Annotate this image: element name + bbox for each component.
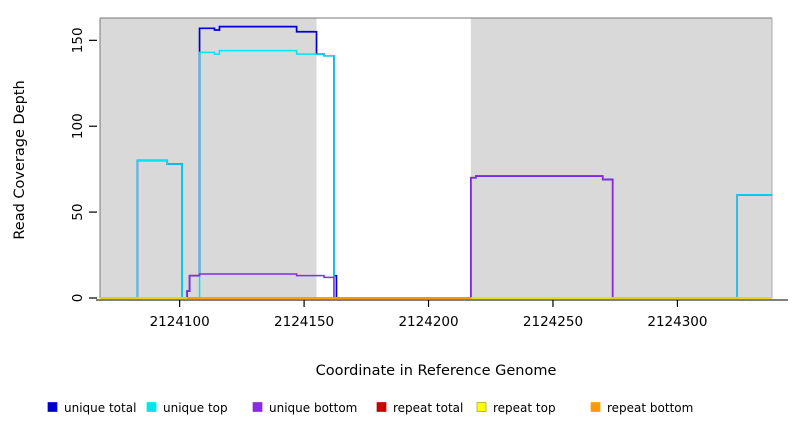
axes-frame [96, 17, 788, 301]
legend-label-repeat-top: repeat top [493, 401, 556, 415]
legend-swatch-unique-bottom [252, 402, 263, 412]
x-tick-label-0: 2124100 [150, 314, 210, 330]
legend-swatch-repeat-total [376, 402, 387, 412]
shaded-region-group [100, 18, 772, 298]
legend-swatch-unique-top [146, 402, 157, 412]
x-tick-label-4: 2124300 [647, 314, 707, 330]
y-axis-ticks: 0 50 100 150 [70, 27, 97, 302]
y-tick-label-3: 150 [70, 27, 86, 53]
legend-swatch-unique-total [47, 402, 58, 412]
series-group [100, 25, 772, 299]
x-axis-label: Coordinate in Reference Genome [316, 363, 557, 379]
legend-label-unique-total: unique total [64, 401, 136, 415]
legend-label-unique-top: unique top [163, 401, 228, 415]
y-tick-label-2: 100 [70, 113, 86, 139]
legend-label-repeat-total: repeat total [393, 401, 463, 415]
legend-label-unique-bottom: unique bottom [269, 401, 357, 415]
y-tick-label-0: 0 [70, 294, 86, 303]
x-tick-label-3: 2124250 [523, 314, 583, 330]
legend-swatch-repeat-top [476, 402, 487, 412]
chart-legend: unique total unique top unique bottom repea… [47, 401, 693, 415]
series-line-unique-bottom [100, 175, 772, 299]
x-tick-label-1: 2124150 [274, 314, 334, 330]
series-line-unique-top [100, 49, 772, 299]
legend-swatch-repeat-bottom [590, 402, 601, 412]
y-tick-label-1: 50 [70, 204, 86, 221]
shaded-region-1 [470, 18, 772, 298]
x-axis-ticks: 2124100 2124150 2124200 2124250 2124300 [150, 300, 707, 330]
y-axis-label: Read Coverage Depth [12, 80, 28, 239]
shaded-region-0 [100, 18, 317, 298]
legend-label-repeat-bottom: repeat bottom [607, 401, 693, 415]
x-tick-label-2: 2124200 [398, 314, 458, 330]
